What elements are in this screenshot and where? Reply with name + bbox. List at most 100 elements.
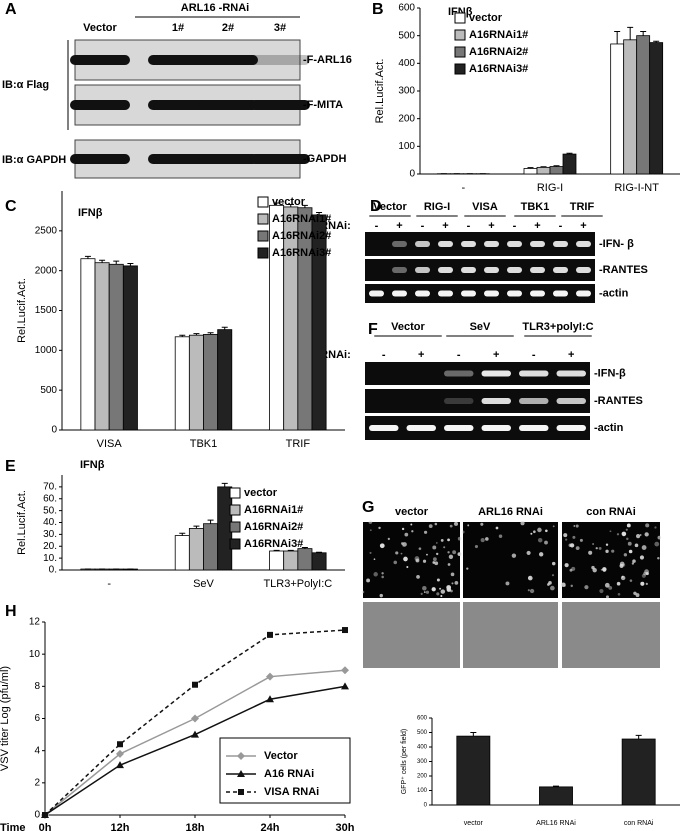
band	[392, 241, 407, 247]
cell-dot	[537, 537, 543, 543]
cell-dot	[485, 537, 489, 541]
y-tick-label: 2500	[35, 225, 58, 236]
legend-label: A16RNAi2#	[469, 46, 528, 58]
band-label: -actin	[594, 422, 624, 434]
panel-label: B	[372, 1, 384, 18]
cell-dot	[447, 563, 451, 566]
band	[553, 241, 568, 247]
band	[461, 241, 476, 247]
error-bar	[221, 482, 228, 487]
cell-dot	[450, 572, 455, 577]
cell-dot	[414, 556, 420, 561]
y-tick-label: 6	[34, 713, 40, 724]
sign: +	[580, 220, 586, 232]
cell-dot	[641, 573, 646, 578]
legend-marker	[237, 752, 245, 760]
y-tick-label: 200	[417, 774, 428, 780]
cell-dot	[575, 524, 579, 528]
marker	[266, 695, 274, 703]
cell-dot	[440, 589, 446, 594]
cell-dot	[622, 563, 626, 567]
cell-dot	[644, 569, 649, 574]
sign: +	[534, 220, 540, 232]
band	[484, 290, 499, 297]
band	[369, 425, 399, 431]
cell-dot	[599, 588, 604, 594]
cell-dot	[439, 587, 442, 590]
legend-swatch	[229, 521, 241, 533]
band	[369, 241, 384, 247]
panel-label: E	[5, 458, 16, 475]
cell-dot	[621, 531, 627, 537]
error-bar	[84, 255, 91, 259]
band	[250, 100, 310, 110]
band	[507, 290, 522, 297]
bar	[269, 550, 285, 571]
band	[553, 290, 568, 297]
column-label: con RNAi	[586, 506, 636, 518]
cell-dot	[657, 535, 662, 540]
band	[519, 425, 549, 431]
sign: -	[382, 349, 386, 361]
band	[148, 55, 208, 65]
cell-dot	[654, 541, 660, 547]
error-bar	[287, 204, 294, 207]
error-bar	[287, 549, 294, 551]
cell-dot	[369, 551, 372, 554]
band	[576, 290, 591, 297]
bar	[174, 336, 190, 431]
micrograph	[463, 602, 558, 668]
cell-dot	[474, 544, 479, 549]
error-bar	[627, 26, 634, 40]
x-tick-label: RIG-I	[537, 182, 563, 194]
cell-dot	[632, 559, 636, 563]
cell-dot	[639, 555, 645, 560]
band	[530, 290, 545, 297]
cell-dot	[435, 552, 439, 556]
band	[519, 370, 549, 377]
marker	[116, 749, 124, 758]
cell-dot	[369, 529, 372, 532]
bar	[311, 552, 327, 571]
marker	[192, 681, 198, 688]
cell-dot	[436, 578, 440, 582]
error-bar	[127, 262, 134, 266]
sign: -	[532, 349, 536, 361]
marker	[267, 631, 273, 638]
cell-dot	[634, 543, 639, 548]
cell-dot	[600, 568, 603, 571]
chart-title: IFNβ	[448, 6, 473, 18]
cell-dot	[565, 538, 568, 541]
x-tick-label: VISA	[97, 438, 123, 450]
panel-label: G	[362, 499, 374, 516]
marker	[342, 627, 348, 634]
band	[530, 267, 545, 273]
cell-dot	[626, 537, 629, 541]
cell-dot	[393, 560, 398, 565]
bar	[80, 258, 96, 431]
cell-dot	[446, 585, 452, 590]
marker	[116, 761, 124, 769]
cell-dot	[404, 532, 409, 537]
cell-dot	[551, 561, 556, 566]
band	[484, 267, 499, 273]
y-tick-label: 70.	[43, 482, 57, 493]
lane-label: Vector	[83, 22, 117, 34]
cell-dot	[381, 575, 384, 579]
cell-dot	[447, 538, 450, 542]
group-label: Vector	[373, 201, 407, 213]
x-tick-label: TRIF	[286, 438, 311, 450]
marker	[191, 714, 199, 723]
y-tick-label: 1000	[35, 345, 58, 356]
band	[407, 371, 437, 377]
bar	[649, 42, 664, 175]
cell-dot	[448, 554, 454, 559]
cell-dot	[454, 581, 459, 585]
panel-label: D	[370, 198, 382, 215]
cell-dot	[461, 530, 465, 534]
cell-dot	[538, 552, 544, 557]
y-tick-label: 2000	[35, 265, 58, 276]
cell-dot	[426, 553, 428, 556]
cell-dot	[604, 582, 610, 588]
group-label: RIG-I	[424, 201, 450, 213]
